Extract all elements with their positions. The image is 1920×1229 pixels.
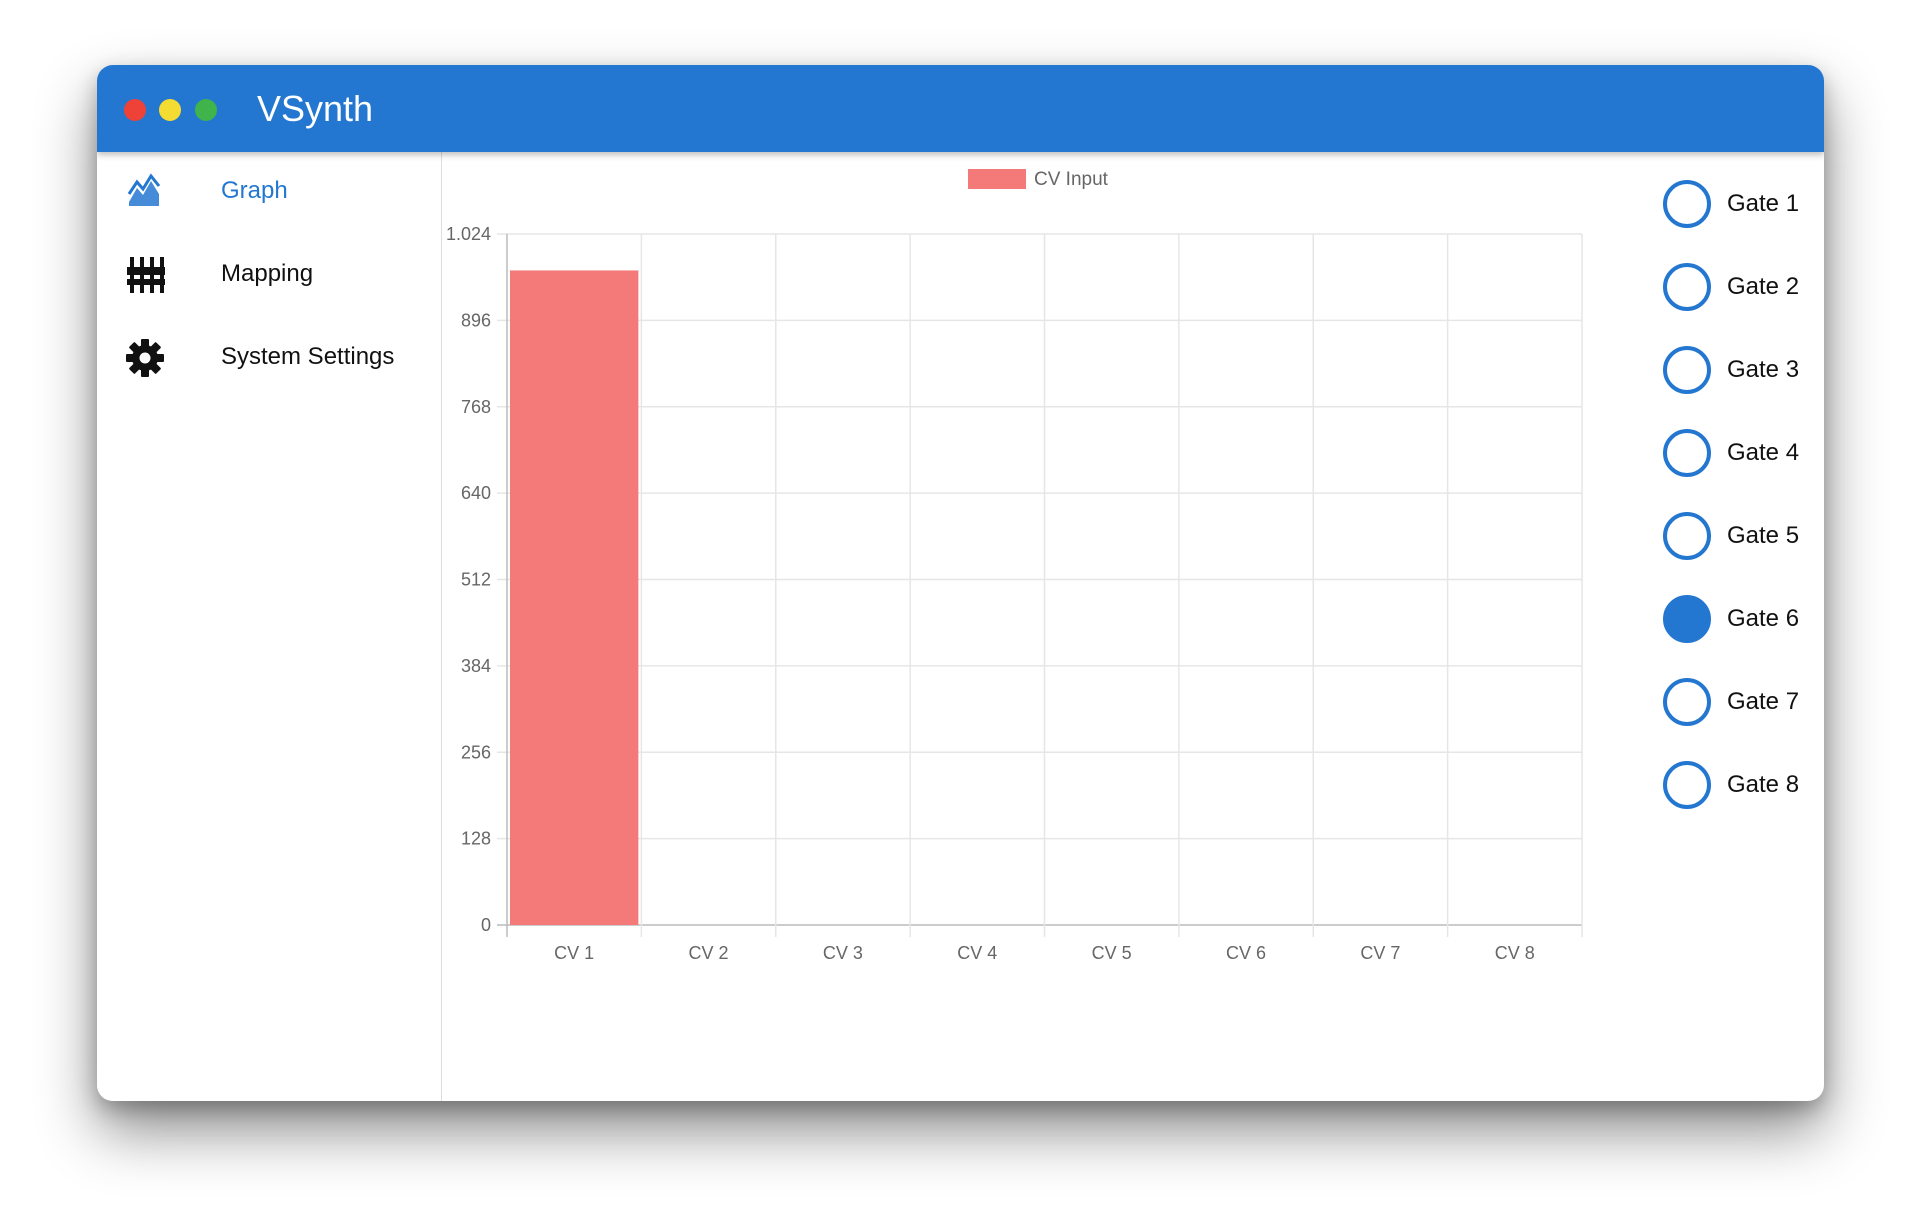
gear-icon (125, 338, 165, 378)
gate-label: Gate 1 (1727, 190, 1800, 217)
x-tick-label: CV 5 (1092, 943, 1132, 963)
cv-input-chart: 0 128 256 384 512 640 768 896 1.024 CV 1 CV 2 CV 3 C… (442, 152, 1642, 1101)
gate-list: Gate 1 Gate 2 Gate 3 Gate 4 Gate 5 Gate 6 Gate… (1642, 152, 1824, 1101)
radio-indicator[interactable] (1663, 263, 1711, 311)
gate-5-radio[interactable]: Gate 5 (1642, 506, 1824, 566)
gate-label: Gate 5 (1727, 522, 1800, 549)
app-title: VSynth (257, 88, 374, 129)
radio-indicator[interactable] (1663, 595, 1711, 643)
x-tick-label: CV 1 (554, 943, 594, 963)
sidebar-item-graph[interactable]: Graph (97, 160, 441, 220)
radio-indicator[interactable] (1663, 346, 1711, 394)
legend-label: CV Input (1034, 169, 1109, 190)
sidebar: Graph Mapping (97, 152, 442, 1101)
gate-2-radio[interactable]: Gate 2 (1642, 257, 1824, 317)
gate-1-radio[interactable]: Gate 1 (1642, 174, 1824, 234)
gate-8-radio[interactable]: Gate 8 (1642, 755, 1824, 815)
y-tick-label: 1.024 (446, 224, 491, 244)
gate-label: Gate 6 (1727, 605, 1800, 632)
y-tick-label: 768 (461, 397, 491, 417)
y-tick-label: 0 (481, 915, 491, 935)
gate-label: Gate 3 (1727, 356, 1800, 383)
gate-label: Gate 7 (1727, 688, 1800, 715)
gate-label: Gate 4 (1727, 439, 1800, 466)
sidebar-item-mapping[interactable]: Mapping (97, 243, 441, 303)
bar-1 (510, 270, 639, 925)
gate-label: Gate 8 (1727, 771, 1800, 798)
sidebar-item-label: Graph (221, 177, 288, 204)
y-tick-label: 256 (461, 742, 491, 762)
radio-indicator[interactable] (1663, 761, 1711, 809)
radio-indicator[interactable] (1663, 429, 1711, 477)
y-tick-label: 896 (461, 310, 491, 330)
radio-indicator[interactable] (1663, 180, 1711, 228)
y-tick-label: 640 (461, 483, 491, 503)
radio-indicator[interactable] (1663, 678, 1711, 726)
gate-6-radio[interactable]: Gate 6 (1642, 589, 1824, 649)
x-tick-label: CV 6 (1226, 943, 1266, 963)
x-tick-label: CV 7 (1360, 943, 1400, 963)
close-window-button[interactable] (124, 99, 146, 121)
title-bar: VSynth (97, 65, 1824, 152)
y-tick-label: 128 (461, 829, 491, 849)
sidebar-item-label: Mapping (221, 260, 314, 287)
y-tick-label: 512 (461, 570, 491, 590)
gate-3-radio[interactable]: Gate 3 (1642, 340, 1824, 400)
minimize-window-button[interactable] (159, 99, 181, 121)
x-tick-label: CV 4 (957, 943, 997, 963)
gate-label: Gate 2 (1727, 273, 1800, 300)
legend-swatch (968, 169, 1026, 189)
x-tick-label: CV 3 (823, 943, 863, 963)
sidebar-item-label: System Settings (221, 343, 395, 370)
app-window: VSynth Graph (97, 65, 1824, 1101)
gate-7-radio[interactable]: Gate 7 (1642, 672, 1824, 732)
maximize-window-button[interactable] (195, 99, 217, 121)
radio-indicator[interactable] (1663, 512, 1711, 560)
gate-4-radio[interactable]: Gate 4 (1642, 423, 1824, 483)
y-tick-label: 384 (461, 656, 491, 676)
x-tick-label: CV 2 (689, 943, 729, 963)
sidebar-item-system-settings[interactable]: System Settings (97, 326, 441, 386)
x-tick-label: CV 8 (1495, 943, 1535, 963)
sliders-icon (125, 255, 165, 295)
area-chart-icon (125, 172, 165, 212)
